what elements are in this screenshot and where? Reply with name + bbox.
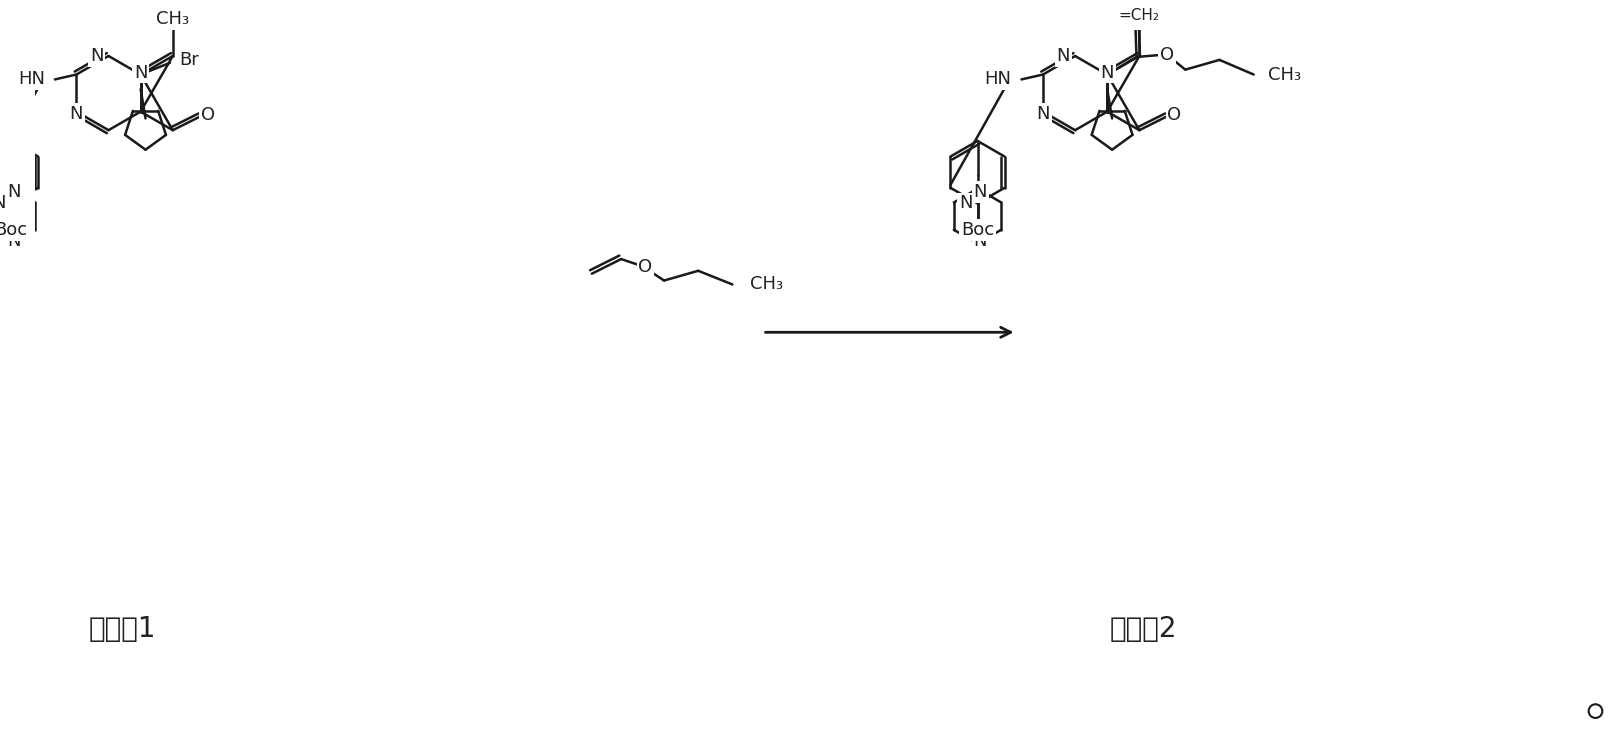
Text: N: N xyxy=(90,47,103,65)
Text: 中间体1: 中间体1 xyxy=(88,616,156,643)
Text: N: N xyxy=(973,183,988,201)
Text: N: N xyxy=(1036,105,1049,122)
Text: =CH₂: =CH₂ xyxy=(1118,9,1158,23)
Text: N: N xyxy=(973,231,988,250)
Text: Boc: Boc xyxy=(961,221,994,239)
Text: 中间体2: 中间体2 xyxy=(1109,616,1176,643)
Text: O: O xyxy=(1168,105,1181,124)
Text: CH₃: CH₃ xyxy=(1123,10,1155,28)
Text: HN: HN xyxy=(985,70,1012,89)
Text: O: O xyxy=(639,258,653,276)
Text: N: N xyxy=(1057,47,1070,65)
Text: N: N xyxy=(134,64,148,81)
Text: O: O xyxy=(1160,46,1175,64)
Text: HN: HN xyxy=(18,70,45,89)
Text: Boc: Boc xyxy=(0,221,27,239)
Text: Br: Br xyxy=(180,51,200,69)
Text: CH₃: CH₃ xyxy=(1268,66,1302,83)
Text: CH₃: CH₃ xyxy=(156,10,190,28)
Text: O: O xyxy=(201,105,216,124)
Text: N: N xyxy=(69,105,84,122)
Text: N: N xyxy=(0,195,6,212)
Text: N: N xyxy=(959,195,973,212)
Text: CH₃: CH₃ xyxy=(750,275,784,294)
Text: N: N xyxy=(1101,64,1113,81)
Text: N: N xyxy=(6,183,21,201)
Text: N: N xyxy=(6,231,21,250)
